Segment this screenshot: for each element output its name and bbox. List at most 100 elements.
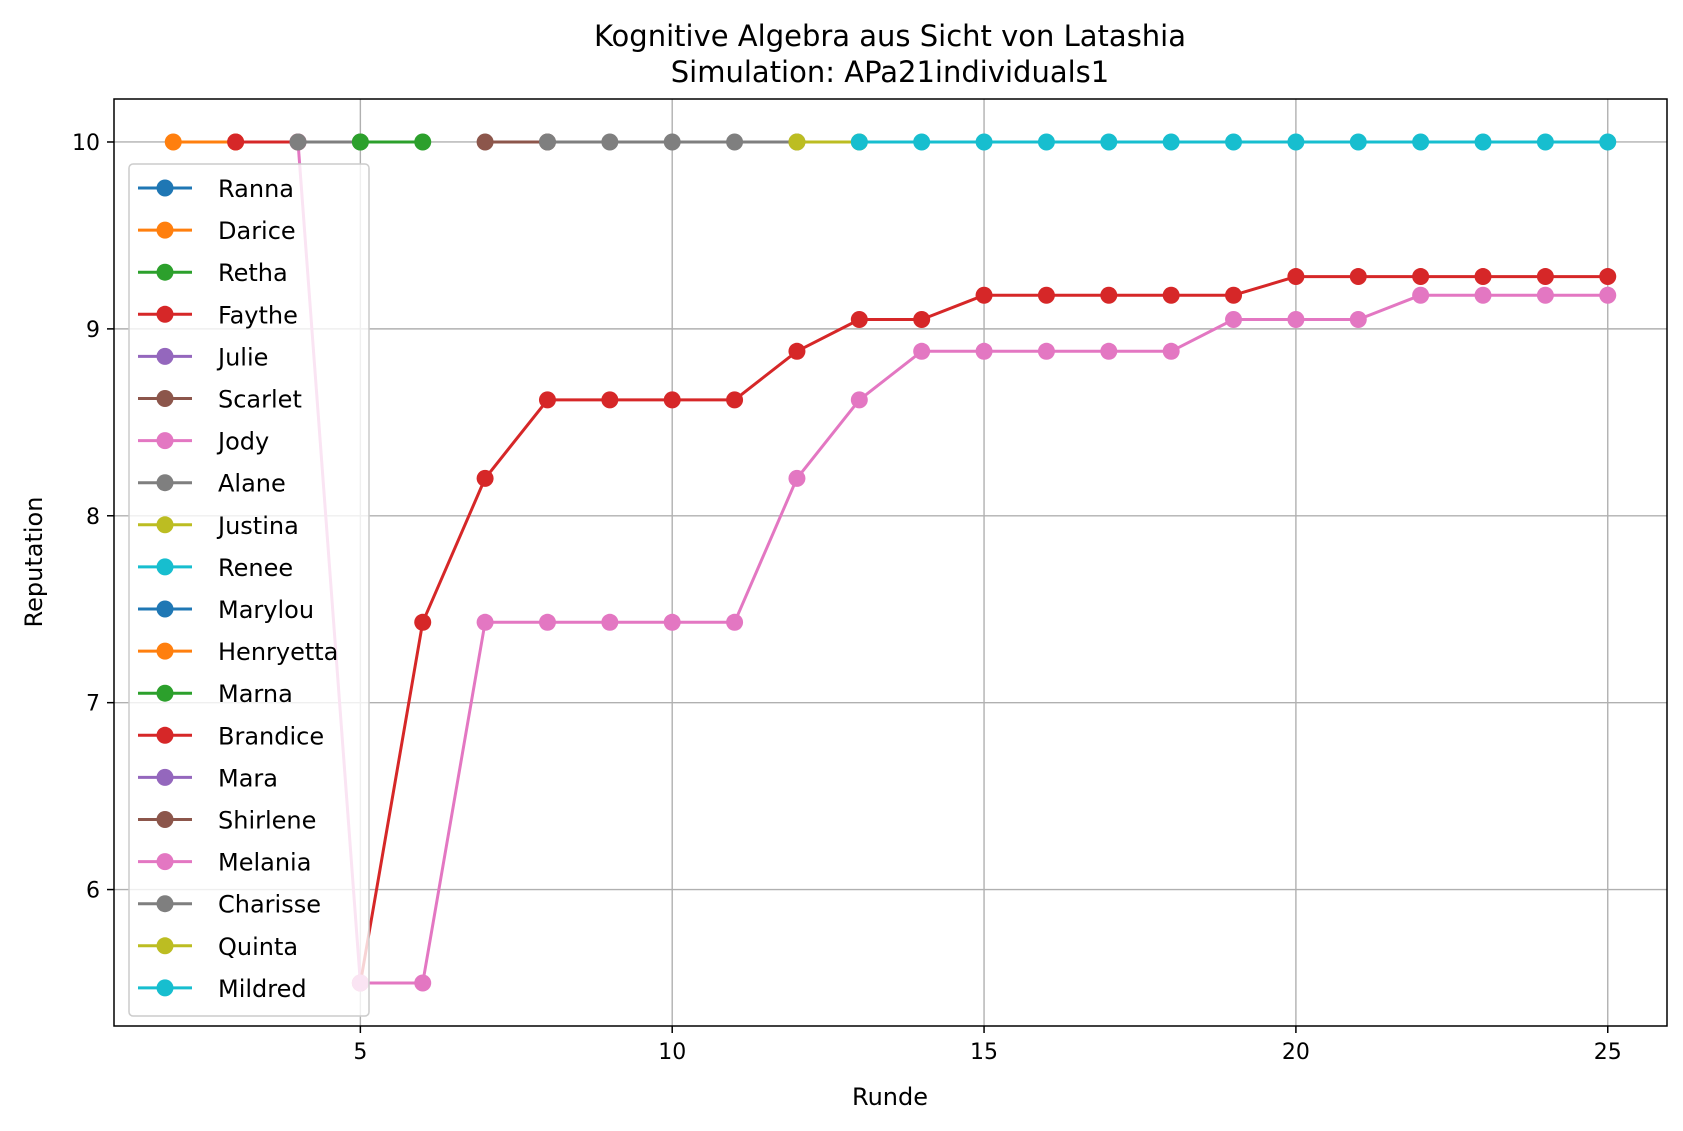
data-point — [164, 133, 182, 151]
legend-box — [128, 163, 370, 1017]
legend-marker — [156, 979, 174, 997]
data-point — [1225, 133, 1243, 151]
data-point — [1599, 286, 1617, 304]
data-point — [1536, 268, 1554, 286]
data-point — [788, 469, 806, 487]
data-point — [975, 286, 993, 304]
data-point — [1225, 311, 1243, 329]
data-point — [538, 613, 556, 631]
legend-marker — [156, 263, 174, 281]
data-point — [1037, 133, 1055, 151]
x-tick-label: 20 — [1282, 1040, 1310, 1065]
legend-label: Marylou — [218, 596, 314, 624]
legend-item: Marylou — [138, 596, 314, 624]
data-point — [663, 613, 681, 631]
legend-item: Ranna — [138, 175, 294, 203]
data-point — [726, 133, 744, 151]
series-marna — [351, 133, 432, 151]
data-point — [1474, 133, 1492, 151]
data-point — [1100, 286, 1118, 304]
legend-label: Quinta — [218, 933, 298, 961]
data-point — [538, 391, 556, 409]
data-point — [289, 133, 307, 151]
legend-label: Mara — [218, 764, 278, 792]
legend-item: Charisse — [138, 891, 321, 919]
data-point — [1349, 133, 1367, 151]
plot-frame — [113, 98, 1668, 1027]
data-point — [850, 133, 868, 151]
legend-item: Mildred — [138, 975, 307, 1003]
data-point — [1225, 286, 1243, 304]
legend-marker — [156, 390, 174, 407]
legend-label: Mildred — [218, 975, 307, 1003]
data-point — [538, 133, 556, 151]
data-point — [1287, 311, 1305, 329]
x-tick-label: 5 — [353, 1040, 367, 1065]
legend-label: Jody — [216, 428, 269, 456]
x-tick-label: 25 — [1594, 1040, 1622, 1065]
y-axis-label: Reputation — [20, 497, 48, 628]
legend-item: Julie — [138, 343, 268, 371]
y-tick-label: 7 — [86, 692, 100, 717]
legend-label: Shirlene — [218, 807, 316, 835]
data-point — [1037, 342, 1055, 360]
legend-marker — [156, 347, 174, 365]
data-point — [913, 342, 931, 360]
legend-item: Retha — [138, 259, 288, 287]
x-tick-label: 10 — [658, 1040, 686, 1065]
data-point — [601, 613, 619, 631]
legend-marker — [156, 811, 174, 828]
data-point — [1474, 286, 1492, 304]
data-point — [1287, 268, 1305, 286]
legend-label: Julie — [216, 343, 268, 371]
legend-label: Renee — [218, 554, 293, 582]
data-point — [1037, 286, 1055, 304]
legend-item: Marna — [138, 680, 293, 708]
y-tick-label: 6 — [86, 879, 100, 904]
data-point — [414, 133, 432, 151]
data-point — [1162, 342, 1180, 360]
legend-item: Justina — [138, 512, 299, 540]
legend: Ranna Darice Retha Faythe Julie Scarlet Jody Al… — [128, 163, 370, 1017]
data-point — [726, 391, 744, 409]
data-point — [1162, 286, 1180, 304]
data-point — [663, 391, 681, 409]
data-point — [975, 342, 993, 360]
data-point — [601, 133, 619, 151]
legend-label: Brandice — [218, 722, 324, 750]
data-point — [1412, 133, 1430, 151]
data-point — [1287, 133, 1305, 151]
data-point — [1536, 286, 1554, 304]
legend-item: Jody — [138, 428, 269, 456]
legend-label: Faythe — [218, 301, 298, 329]
legend-item: Brandice — [138, 722, 324, 750]
legend-item: Henryetta — [138, 638, 338, 666]
legend-marker — [156, 768, 174, 786]
data-point — [476, 613, 494, 631]
legend-marker — [156, 474, 174, 492]
data-point — [1100, 133, 1118, 151]
data-point — [227, 133, 245, 151]
data-point — [1162, 133, 1180, 151]
legend-marker — [156, 221, 174, 239]
legend-marker — [156, 179, 174, 197]
chart-subtitle: Simulation: APa21individuals1 — [671, 55, 1109, 89]
legend-marker — [156, 937, 174, 955]
data-point — [1599, 268, 1617, 286]
data-point — [1412, 268, 1430, 286]
data-point — [1536, 133, 1554, 151]
data-point — [913, 133, 931, 151]
data-point — [414, 613, 432, 631]
legend-item: Alane — [138, 470, 286, 498]
y-tick-label: 10 — [72, 131, 100, 156]
legend-label: Justina — [216, 512, 299, 540]
chart-title: Kognitive Algebra aus Sicht von Latashia — [594, 19, 1186, 53]
data-point — [850, 391, 868, 409]
legend-label: Ranna — [218, 175, 294, 203]
legend-marker — [156, 853, 174, 871]
series-brandice — [351, 268, 1617, 992]
data-point — [476, 133, 494, 151]
series-mildred — [850, 133, 1617, 151]
legend-label: Darice — [218, 217, 296, 245]
